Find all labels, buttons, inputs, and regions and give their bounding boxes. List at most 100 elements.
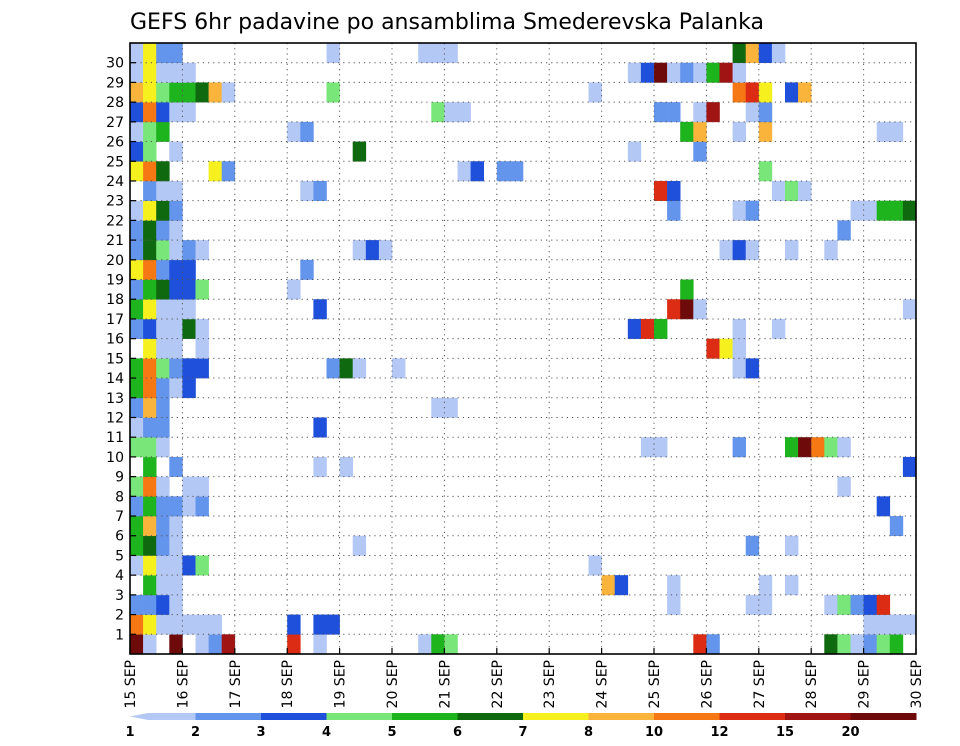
heatmap-cell [798,180,812,201]
heatmap-cell [169,634,183,655]
x-tick-label: 22 SEP [490,660,506,708]
heatmap-cell [496,161,511,182]
heatmap-cell [680,62,694,83]
heatmap-cell [889,634,904,655]
legend-label: 5 [387,725,396,740]
heatmap-cell [156,82,170,103]
heatmap-cell [654,102,668,123]
heatmap-cell [287,614,301,635]
heatmap-cell [627,318,642,339]
heatmap-cell [771,318,786,339]
heatmap-cell [902,456,917,477]
heatmap-cell [143,516,157,537]
heatmap-cell [889,121,904,142]
heatmap-cell [130,82,144,103]
heatmap-cell [863,634,877,655]
heatmap-cell [300,121,314,142]
heatmap-cell [313,614,327,635]
y-tick-label: 9 [115,470,124,486]
heatmap-cell [640,318,655,339]
heatmap-cell [745,200,760,221]
heatmap-cell [785,82,799,103]
heatmap-cell [130,259,144,280]
heatmap-cell [313,299,327,320]
x-tick-label: 26 SEP [699,660,715,708]
heatmap-cell [130,417,144,438]
heatmap-cell [758,575,773,596]
heatmap-cell [156,161,170,182]
heatmap-cell [143,397,157,418]
heatmap-cell [156,318,170,339]
heatmap-cell [732,43,746,64]
heatmap-cell [195,555,209,576]
y-tick-label: 25 [106,154,124,170]
heatmap-cell [745,43,760,64]
heatmap-cell [431,634,445,655]
heatmap-cell [208,82,222,103]
heatmap-cell [130,62,144,83]
heatmap-cell [195,318,209,339]
heatmap-cell [143,259,157,280]
heatmap-cell [745,358,760,379]
heatmap-cell [130,161,144,182]
heatmap-cell [221,634,236,655]
heatmap-cell [169,220,183,241]
y-tick-label: 5 [115,548,124,564]
legend-swatch [457,713,524,720]
heatmap-cell [627,141,642,162]
heatmap-cell [287,121,301,142]
y-tick-label: 17 [106,312,124,328]
heatmap-cell [326,358,340,379]
heatmap-cell [732,338,746,359]
legend-swatch [326,713,393,720]
heatmap-cell [758,161,773,182]
heatmap-cell [863,614,877,635]
heatmap-cell [156,102,170,123]
heatmap-cell [208,634,222,655]
heatmap-cell [824,240,838,261]
heatmap-cell [444,102,458,123]
heatmap-cell [169,259,183,280]
heatmap-cell [130,240,144,261]
legend-swatch [785,713,851,720]
legend-swatch [654,713,720,720]
heatmap-cell [130,437,144,458]
heatmap-cell [745,240,760,261]
heatmap-cell [640,62,655,83]
heatmap-cell [156,358,170,379]
y-tick-label: 28 [106,95,124,111]
heatmap-cell [156,338,170,359]
heatmap-cell [195,496,209,517]
heatmap-cell [195,634,209,655]
color-legend: 1 2 3 4 5 6 7 8 10 12 15 20 [125,713,917,740]
heatmap-cell [143,43,157,64]
heatmap-cell [457,161,471,182]
heatmap-cell [837,594,851,615]
heatmap-cell [785,437,799,458]
legend-label: 12 [710,725,728,740]
heatmap-cell [156,220,170,241]
heatmap-cell [169,358,183,379]
heatmap-cell [732,121,746,142]
heatmap-cell [143,358,157,379]
heatmap-cell [693,141,707,162]
heatmap-cell [130,141,144,162]
y-tick-label: 16 [106,332,124,348]
legend-swatch [850,713,917,720]
y-tick-label: 20 [106,253,124,269]
heatmap-cell [182,299,196,320]
heatmap-cell [130,358,144,379]
heatmap-cell [785,575,799,596]
y-tick-label: 11 [106,430,124,446]
heatmap-cell [680,121,694,142]
heatmap-cell [182,614,196,635]
heatmap-cell [130,614,144,635]
heatmap-cell [588,555,602,576]
heatmap-cell [156,516,170,537]
heatmap-cell [182,318,196,339]
heatmap-cell [156,121,170,142]
legend-label: 3 [256,725,265,740]
heatmap-cell [143,200,157,221]
heatmap-cell [365,240,380,261]
